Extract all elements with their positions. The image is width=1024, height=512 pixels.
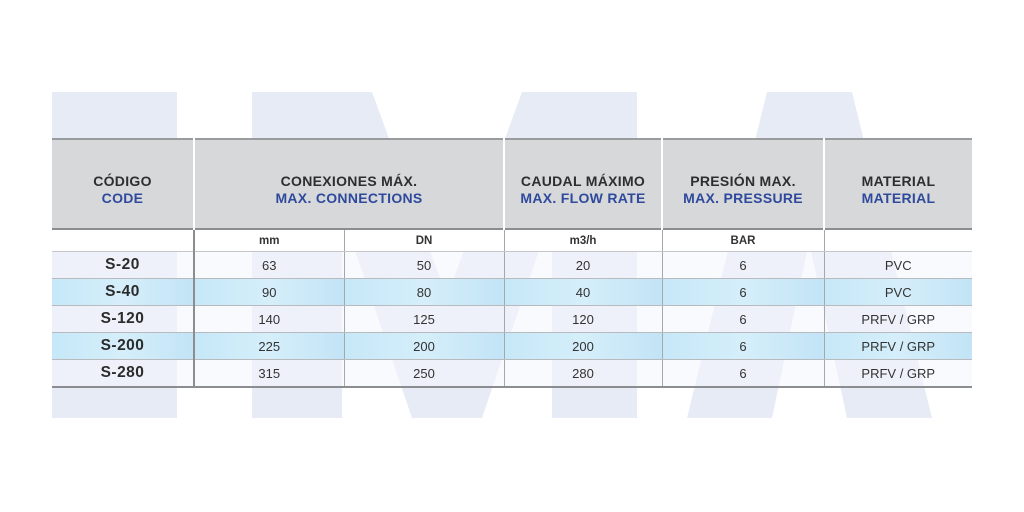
header-presion-en: MAX. PRESSURE <box>683 190 803 206</box>
cell-material: PRFV / GRP <box>824 332 973 360</box>
header-codigo: CÓDIGO CODE <box>52 138 195 229</box>
header-conexiones-en: MAX. CONNECTIONS <box>275 190 423 206</box>
header-row: CÓDIGO CODE CONEXIONES MÁX. MAX. CONNECT… <box>52 138 973 229</box>
cell-pressure: 6 <box>662 251 825 279</box>
cell-mm: 63 <box>194 251 345 279</box>
header-caudal-en: MAX. FLOW RATE <box>520 190 646 206</box>
cell-dn: 50 <box>344 251 505 279</box>
spec-table: CÓDIGO CODE CONEXIONES MÁX. MAX. CONNECT… <box>52 138 973 388</box>
cell-flow: 40 <box>504 278 663 306</box>
header-conexiones: CONEXIONES MÁX. MAX. CONNECTIONS <box>194 138 506 229</box>
cell-pressure: 6 <box>662 305 825 333</box>
cell-code: S-40 <box>52 278 195 306</box>
header-conexiones-es: CONEXIONES MÁX. <box>280 173 418 189</box>
table-row: S-280 315 250 280 6 PRFV / GRP <box>52 359 973 388</box>
cell-code: S-120 <box>52 305 195 333</box>
cell-material: PRFV / GRP <box>824 359 973 388</box>
header-presion-es: PRESIÓN MAX. <box>690 173 796 189</box>
cell-pressure: 6 <box>662 332 825 360</box>
cell-code: S-20 <box>52 251 195 279</box>
cell-mm: 225 <box>194 332 345 360</box>
units-row: mm DN m3/h BAR <box>52 228 973 252</box>
cell-mm: 315 <box>194 359 345 388</box>
cell-dn: 200 <box>344 332 505 360</box>
cell-mm: 140 <box>194 305 345 333</box>
unit-material <box>824 228 973 252</box>
cell-flow: 200 <box>504 332 663 360</box>
cell-mm: 90 <box>194 278 345 306</box>
header-material: MATERIAL MATERIAL <box>824 138 973 229</box>
header-codigo-en: CODE <box>101 190 144 206</box>
cell-code: S-280 <box>52 359 195 388</box>
cell-code: S-200 <box>52 332 195 360</box>
cell-dn: 125 <box>344 305 505 333</box>
cell-flow: 120 <box>504 305 663 333</box>
unit-codigo <box>52 228 195 252</box>
cell-material: PVC <box>824 278 973 306</box>
header-material-en: MATERIAL <box>861 190 936 206</box>
cell-dn: 80 <box>344 278 505 306</box>
unit-flow: m3/h <box>504 228 663 252</box>
cell-material: PRFV / GRP <box>824 305 973 333</box>
unit-mm: mm <box>194 228 345 252</box>
cell-dn: 250 <box>344 359 505 388</box>
cell-material: PVC <box>824 251 973 279</box>
table-row: S-200 225 200 200 6 PRFV / GRP <box>52 332 973 360</box>
table-row: S-40 90 80 40 6 PVC <box>52 278 973 306</box>
unit-dn: DN <box>344 228 505 252</box>
header-caudal-es: CAUDAL MÁXIMO <box>520 173 646 189</box>
header-material-es: MATERIAL <box>861 173 936 189</box>
header-caudal: CAUDAL MÁXIMO MAX. FLOW RATE <box>504 138 664 229</box>
unit-pressure: BAR <box>662 228 825 252</box>
cell-flow: 20 <box>504 251 663 279</box>
spec-table-container: CÓDIGO CODE CONEXIONES MÁX. MAX. CONNECT… <box>52 138 973 388</box>
header-presion: PRESIÓN MAX. MAX. PRESSURE <box>662 138 826 229</box>
cell-pressure: 6 <box>662 278 825 306</box>
cell-pressure: 6 <box>662 359 825 388</box>
table-row: S-120 140 125 120 6 PRFV / GRP <box>52 305 973 333</box>
cell-flow: 280 <box>504 359 663 388</box>
header-codigo-es: CÓDIGO <box>93 173 152 189</box>
table-row: S-20 63 50 20 6 PVC <box>52 251 973 279</box>
